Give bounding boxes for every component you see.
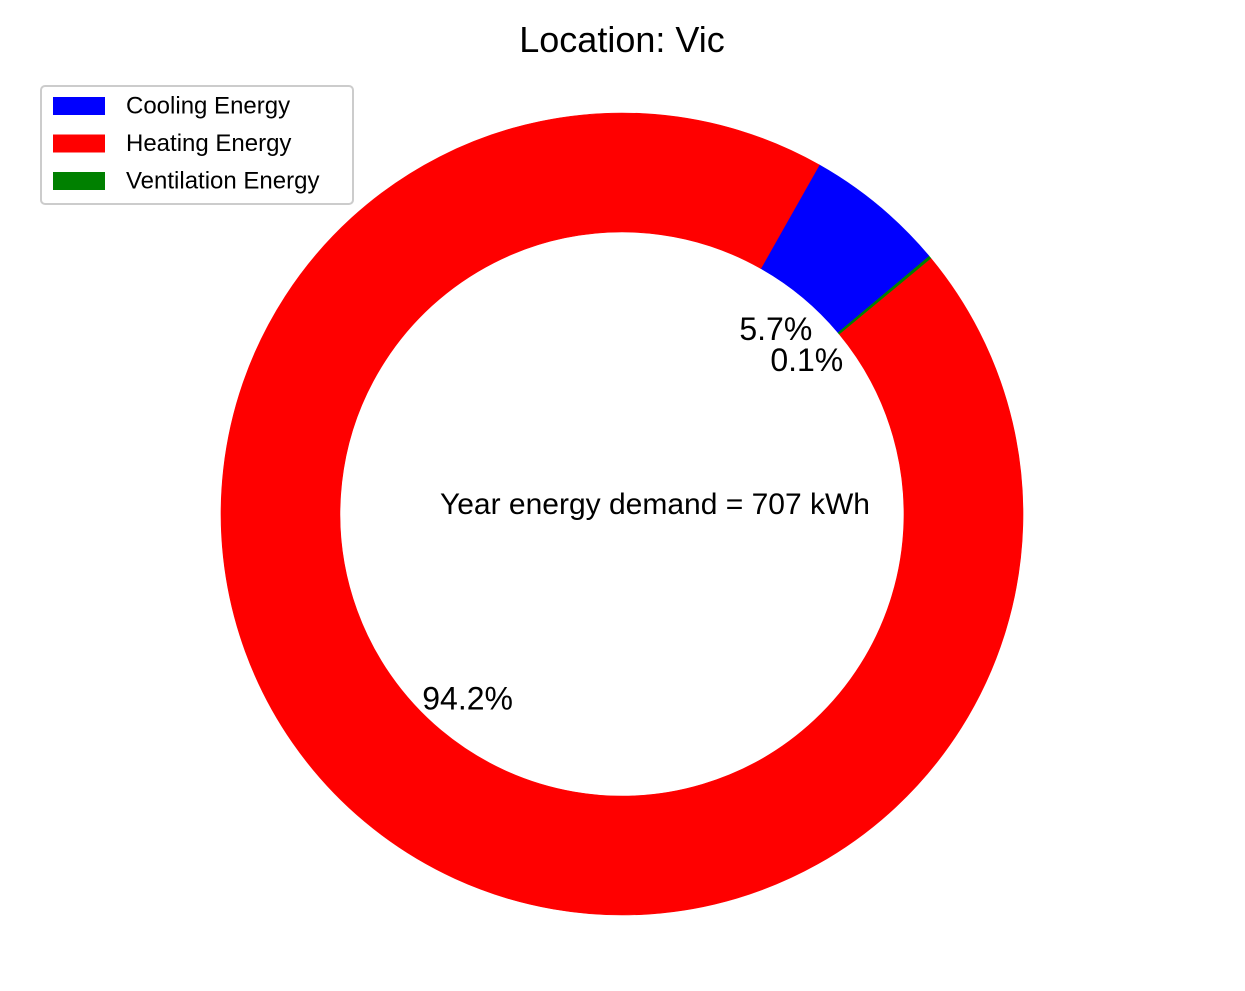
chart-title: Location: Vic xyxy=(519,19,724,60)
legend-swatch-ventilation-energy xyxy=(53,172,105,190)
pct-label-heating-energy: 94.2% xyxy=(422,681,513,717)
legend-frame xyxy=(40,85,354,205)
percentage-labels: 5.7% 94.2% 0.1% xyxy=(422,311,843,717)
legend: Cooling Energy Heating Energy Ventilation … xyxy=(40,85,354,205)
legend-label-ventilation-energy: Ventilation Energy xyxy=(126,168,319,195)
donut-wedges xyxy=(220,112,1024,916)
pct-label-cooling-energy: 5.7% xyxy=(739,311,812,347)
legend-swatch-cooling-energy xyxy=(53,97,105,115)
legend-label-cooling-energy: Cooling Energy xyxy=(126,93,290,120)
legend-entries: Cooling Energy Heating Energy Ventilation … xyxy=(53,93,319,195)
wedge-ventilation-energy xyxy=(837,255,932,335)
legend-label-heating-energy: Heating Energy xyxy=(126,130,291,157)
legend-swatch-heating-energy xyxy=(53,134,105,153)
center-total-label: Year energy demand = 707 kWh xyxy=(440,488,870,521)
pct-label-ventilation-energy: 0.1% xyxy=(770,342,843,378)
wedge-heating-energy xyxy=(220,112,1024,916)
